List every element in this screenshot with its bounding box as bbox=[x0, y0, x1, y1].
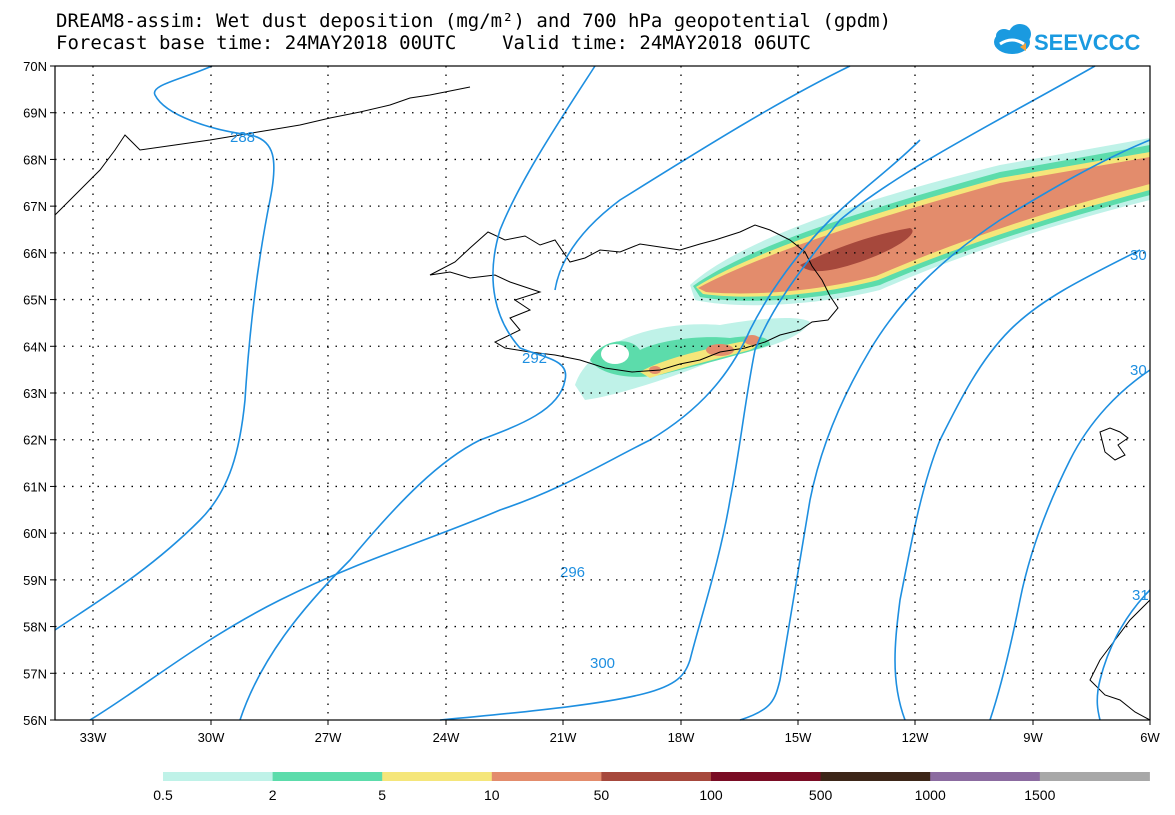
contour-line bbox=[439, 65, 1096, 721]
lat-label: 59N bbox=[23, 573, 47, 588]
legend-label: 100 bbox=[699, 787, 723, 803]
lat-label: 64N bbox=[23, 339, 47, 354]
legend-label: 2 bbox=[269, 787, 277, 803]
lat-label: 70N bbox=[23, 59, 47, 74]
legend-label: 1000 bbox=[915, 787, 946, 803]
contour-label: 30 bbox=[1130, 362, 1147, 379]
faroe-islands-coastline bbox=[1099, 427, 1129, 461]
contour-label: 296 bbox=[560, 564, 585, 581]
logo-text: SEEVCCC bbox=[1034, 30, 1140, 55]
contour-line bbox=[739, 139, 1151, 721]
lon-label: 24W bbox=[433, 730, 460, 745]
lon-label: 27W bbox=[315, 730, 342, 745]
contour-line bbox=[54, 65, 275, 631]
legend-label: 5 bbox=[378, 787, 386, 803]
lat-label: 60N bbox=[23, 526, 47, 541]
legend-swatch bbox=[163, 772, 274, 781]
legend-label: 1500 bbox=[1024, 787, 1055, 803]
graticule bbox=[55, 66, 1150, 720]
lon-label: 12W bbox=[902, 730, 929, 745]
legend-label: 50 bbox=[594, 787, 610, 803]
contour-label: 30 bbox=[1130, 247, 1147, 264]
contour-labels: 288 292 296 300 30 30 31 bbox=[230, 129, 1149, 672]
legend-swatch bbox=[711, 772, 822, 781]
contour-line bbox=[989, 369, 1151, 721]
iceland-coastline bbox=[429, 224, 839, 373]
seevccc-logo: SEEVCCC bbox=[994, 24, 1140, 55]
contour-label: 292 bbox=[522, 350, 547, 367]
map-title: DREAM8-assim: Wet dust deposition (mg/m²… bbox=[56, 10, 892, 32]
color-legend: 0.5 2 5 10 50 100 500 1000 1500 bbox=[153, 772, 1150, 803]
geopotential-contours bbox=[54, 65, 1151, 721]
legend-swatch bbox=[601, 772, 712, 781]
contour-label: 300 bbox=[590, 655, 615, 672]
lat-label: 67N bbox=[23, 199, 47, 214]
dust-patch-south-coast bbox=[575, 318, 810, 400]
lon-label: 6W bbox=[1140, 730, 1160, 745]
legend-swatch bbox=[820, 772, 931, 781]
map-subtitle: Forecast base time: 24MAY2018 00UTC Vali… bbox=[56, 32, 811, 54]
lat-label: 62N bbox=[23, 433, 47, 448]
lat-label: 56N bbox=[23, 713, 47, 728]
legend-swatch bbox=[491, 772, 602, 781]
lat-label: 57N bbox=[23, 666, 47, 681]
contour-line bbox=[1096, 589, 1151, 721]
longitude-labels: 33W 30W 27W 24W 21W 18W 15W 12W 9W 6W bbox=[80, 720, 1160, 745]
legend-swatch bbox=[1039, 772, 1150, 781]
lat-label: 58N bbox=[23, 620, 47, 635]
legend-label: 500 bbox=[809, 787, 833, 803]
lon-label: 33W bbox=[80, 730, 107, 745]
contour-line bbox=[894, 249, 1141, 721]
latitude-labels: 70N 69N 68N 67N 66N 65N 64N 63N 62N 61N 60N 59N 58N 5… bbox=[23, 59, 55, 728]
lat-label: 66N bbox=[23, 246, 47, 261]
lon-label: 18W bbox=[668, 730, 695, 745]
lon-label: 21W bbox=[550, 730, 577, 745]
lat-label: 65N bbox=[23, 293, 47, 308]
greenland-coastline bbox=[54, 86, 471, 216]
legend-swatch bbox=[272, 772, 383, 781]
lat-label: 69N bbox=[23, 106, 47, 121]
lon-label: 30W bbox=[198, 730, 225, 745]
legend-swatch bbox=[382, 772, 493, 781]
lat-label: 61N bbox=[23, 479, 47, 494]
lon-label: 15W bbox=[785, 730, 812, 745]
contour-line bbox=[89, 65, 921, 721]
contour-label: 288 bbox=[230, 129, 255, 146]
legend-label: 0.5 bbox=[153, 787, 173, 803]
lat-label: 68N bbox=[23, 152, 47, 167]
cloud-icon bbox=[994, 24, 1031, 54]
legend-label: 10 bbox=[484, 787, 500, 803]
legend-swatch bbox=[930, 772, 1041, 781]
lat-label: 63N bbox=[23, 386, 47, 401]
scotland-coastline bbox=[1089, 598, 1151, 721]
lon-label: 9W bbox=[1023, 730, 1043, 745]
contour-label: 31 bbox=[1132, 587, 1149, 604]
